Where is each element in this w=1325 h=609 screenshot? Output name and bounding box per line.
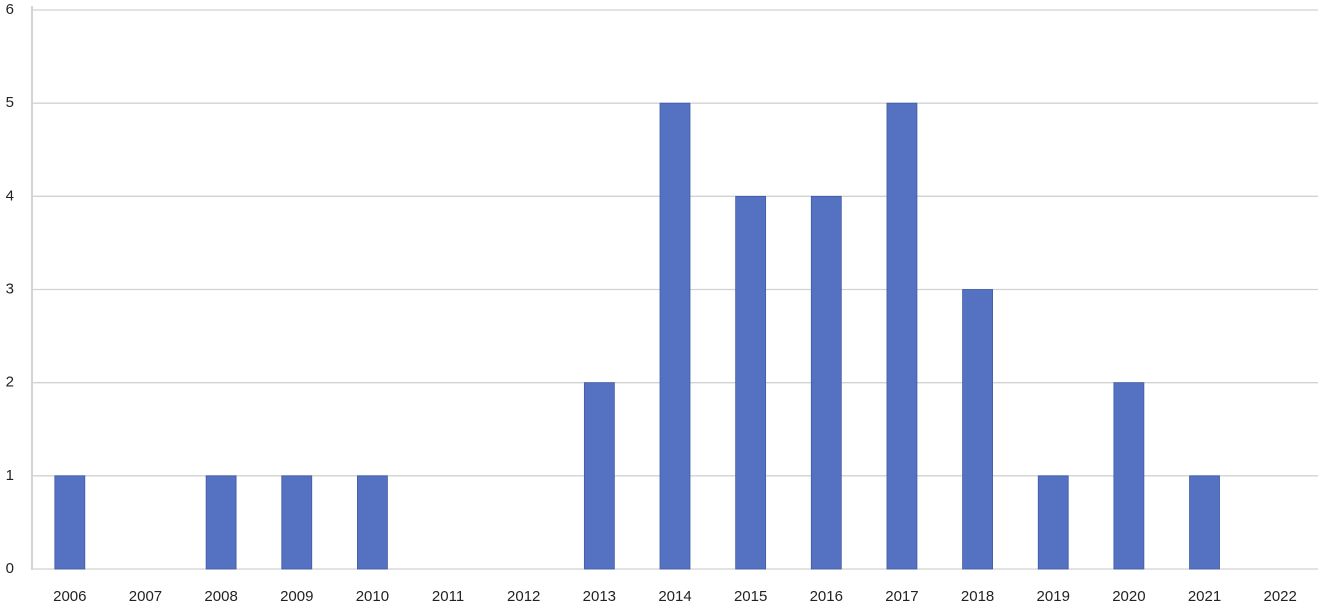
x-tick-label: 2021 — [1188, 588, 1221, 605]
x-tick-label: 2008 — [204, 588, 237, 605]
x-tick-label: 2020 — [1112, 588, 1145, 605]
y-tick-label: 1 — [6, 467, 14, 484]
x-tick-label: 2018 — [961, 588, 994, 605]
bar — [962, 289, 993, 570]
x-tick-label: 2006 — [53, 588, 86, 605]
y-tick-label: 0 — [6, 560, 14, 577]
x-tick-label: 2017 — [885, 588, 918, 605]
x-tick-label: 2011 — [432, 588, 464, 605]
x-tick-label: 2012 — [507, 588, 540, 605]
x-tick-label: 2014 — [658, 588, 691, 605]
y-tick-label: 6 — [6, 1, 14, 18]
x-tick-label: 2019 — [1037, 588, 1070, 605]
x-tick-label: 2007 — [129, 588, 162, 605]
bar — [735, 195, 767, 570]
x-tick-label: 2010 — [356, 588, 389, 605]
x-tick-label: 2013 — [583, 588, 616, 605]
x-tick-label: 2009 — [280, 588, 313, 605]
bar — [54, 475, 86, 570]
bar — [886, 102, 918, 570]
bar — [1113, 382, 1145, 570]
bar — [1189, 475, 1220, 570]
bar — [205, 475, 237, 570]
x-tick-label: 2015 — [734, 588, 767, 605]
bar — [659, 102, 691, 570]
y-tick-label: 3 — [6, 280, 14, 297]
y-tick-label: 4 — [6, 187, 14, 204]
bar — [810, 195, 842, 570]
y-tick-label: 2 — [6, 374, 14, 391]
bar — [281, 475, 313, 570]
bar — [583, 382, 615, 570]
bar — [357, 475, 388, 570]
y-tick-label: 5 — [6, 94, 14, 111]
x-tick-label: 2022 — [1263, 588, 1296, 605]
bar — [1037, 475, 1069, 570]
x-tick-label: 2016 — [810, 588, 843, 605]
